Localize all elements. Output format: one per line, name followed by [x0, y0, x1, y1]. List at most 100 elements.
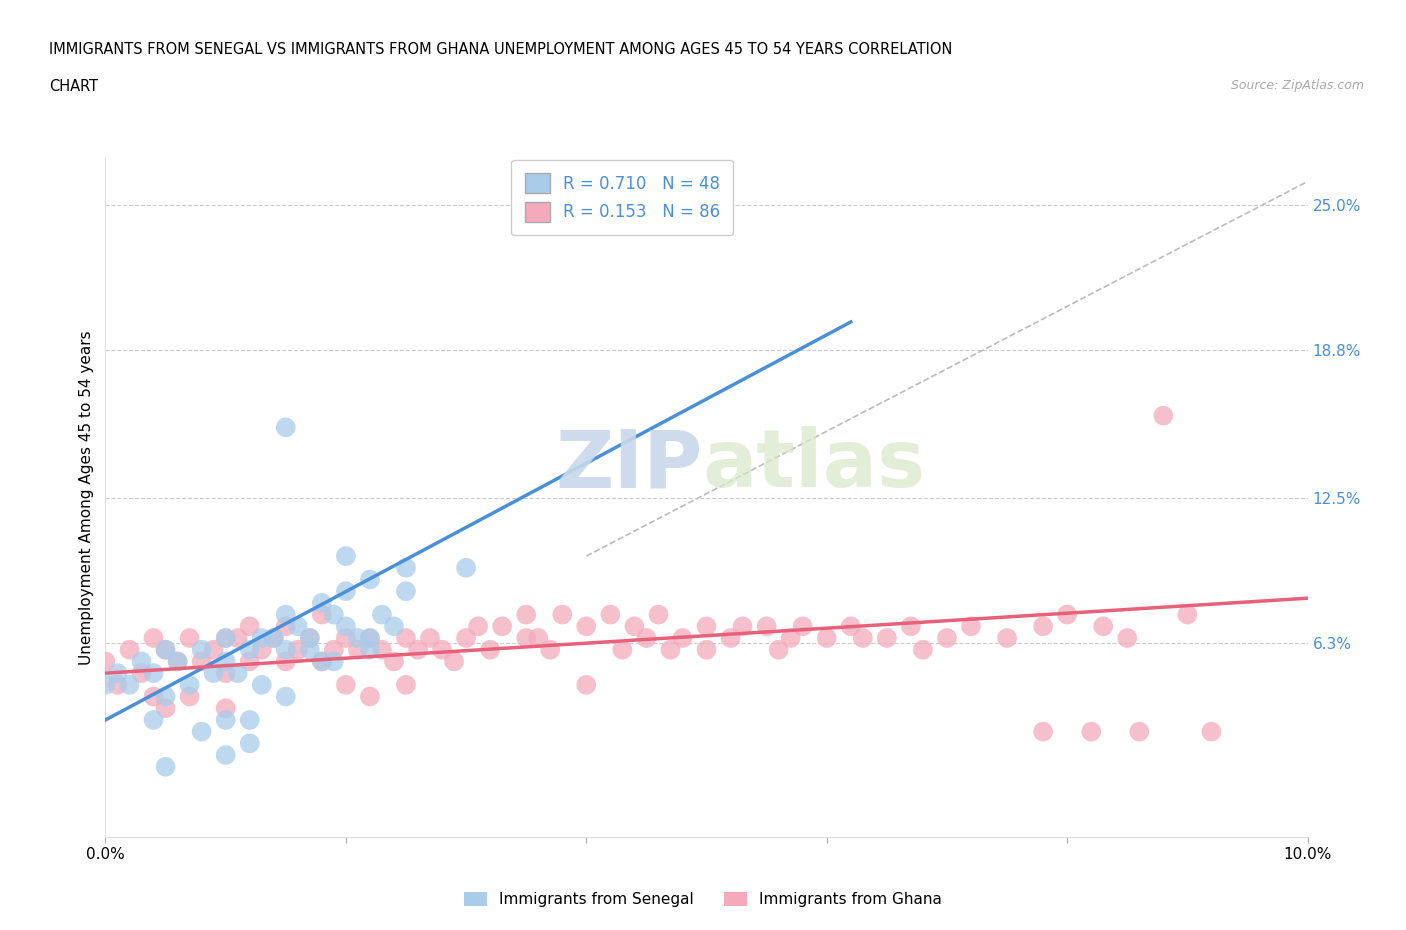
Point [659, 643, 682, 658]
Point [1032, 618, 1054, 633]
Point [479, 643, 502, 658]
Point [815, 631, 838, 645]
Point [335, 677, 357, 692]
Point [239, 712, 262, 727]
Text: Source: ZipAtlas.com: Source: ZipAtlas.com [1230, 79, 1364, 92]
Point [636, 631, 658, 645]
Point [1128, 724, 1150, 739]
Point [142, 712, 165, 727]
Point [839, 618, 862, 633]
Point [1201, 724, 1223, 739]
Point [671, 631, 693, 645]
Point [131, 666, 153, 681]
Point [274, 607, 297, 622]
Point [190, 724, 212, 739]
Point [335, 631, 357, 645]
Point [274, 689, 297, 704]
Point [107, 666, 129, 681]
Point [1175, 607, 1198, 622]
Point [551, 607, 574, 622]
Point [960, 618, 983, 633]
Text: ZIP: ZIP [555, 426, 703, 504]
Point [599, 607, 621, 622]
Point [250, 631, 273, 645]
Point [226, 666, 249, 681]
Point [382, 618, 405, 633]
Point [322, 643, 344, 658]
Point [155, 689, 177, 704]
Point [239, 618, 262, 633]
Point [454, 631, 477, 645]
Point [239, 654, 262, 669]
Point [131, 654, 153, 669]
Point [720, 631, 742, 645]
Point [515, 631, 537, 645]
Point [107, 677, 129, 692]
Point [155, 643, 177, 658]
Point [335, 618, 357, 633]
Point [287, 618, 309, 633]
Point [527, 631, 550, 645]
Point [298, 631, 321, 645]
Text: CHART: CHART [49, 79, 98, 94]
Point [936, 631, 959, 645]
Point [696, 643, 718, 658]
Point [335, 584, 357, 599]
Point [335, 549, 357, 564]
Point [612, 643, 634, 658]
Point [1152, 408, 1174, 423]
Legend: Immigrants from Senegal, Immigrants from Ghana: Immigrants from Senegal, Immigrants from… [458, 885, 948, 913]
Point [430, 643, 453, 658]
Point [1056, 607, 1078, 622]
Point [443, 654, 465, 669]
Point [395, 584, 418, 599]
Point [298, 631, 321, 645]
Point [347, 643, 370, 658]
Point [419, 631, 441, 645]
Point [214, 654, 236, 669]
Point [274, 618, 297, 633]
Point [214, 666, 236, 681]
Y-axis label: Unemployment Among Ages 45 to 54 years: Unemployment Among Ages 45 to 54 years [79, 330, 94, 665]
Point [239, 643, 262, 658]
Point [214, 631, 236, 645]
Point [876, 631, 898, 645]
Point [792, 618, 814, 633]
Point [538, 643, 561, 658]
Point [239, 736, 262, 751]
Point [467, 618, 489, 633]
Point [900, 618, 922, 633]
Point [311, 607, 333, 622]
Point [214, 712, 236, 727]
Point [623, 618, 645, 633]
Point [179, 689, 201, 704]
Point [371, 643, 394, 658]
Point [274, 419, 297, 434]
Point [1092, 618, 1115, 633]
Point [311, 654, 333, 669]
Point [406, 643, 429, 658]
Point [647, 607, 669, 622]
Point [1116, 631, 1139, 645]
Point [1080, 724, 1102, 739]
Point [250, 643, 273, 658]
Point [94, 677, 117, 692]
Point [166, 654, 188, 669]
Point [515, 607, 537, 622]
Point [263, 631, 285, 645]
Point [202, 666, 225, 681]
Point [755, 618, 778, 633]
Point [852, 631, 875, 645]
Point [359, 572, 381, 587]
Point [214, 631, 236, 645]
Point [142, 689, 165, 704]
Point [263, 631, 285, 645]
Point [190, 654, 212, 669]
Point [142, 631, 165, 645]
Point [768, 643, 790, 658]
Text: IMMIGRANTS FROM SENEGAL VS IMMIGRANTS FROM GHANA UNEMPLOYMENT AMONG AGES 45 TO 5: IMMIGRANTS FROM SENEGAL VS IMMIGRANTS FR… [49, 42, 953, 57]
Point [359, 689, 381, 704]
Point [214, 748, 236, 763]
Point [779, 631, 801, 645]
Point [274, 654, 297, 669]
